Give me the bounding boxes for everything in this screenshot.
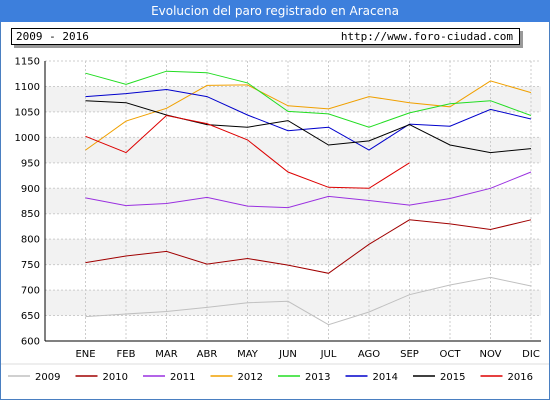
- x-tick-label: MAY: [237, 349, 259, 360]
- x-tick-label: AGO: [358, 349, 380, 360]
- series-line-2009: [85, 276, 532, 326]
- legend-label-2014: 2014: [373, 372, 398, 383]
- chart-title: Evolucion del paro registrado en Aracena: [0, 0, 550, 22]
- info-box: 2009 - 2016 http://www.foro-ciudad.com: [11, 28, 520, 45]
- series-line-2015: [85, 100, 532, 154]
- series-line-2010: [85, 219, 532, 274]
- legend-label-2011: 2011: [170, 372, 195, 383]
- series-line-2014: [85, 88, 532, 151]
- series-line-2013: [85, 70, 532, 128]
- y-tick-label: 1050: [15, 107, 40, 118]
- series-line-2016: [85, 114, 410, 189]
- y-tick-label: 700: [21, 286, 40, 297]
- y-tick-label: 650: [21, 311, 40, 322]
- x-tick-label: SEP: [400, 349, 419, 360]
- grid-band: [45, 137, 541, 163]
- x-tick-label: OCT: [440, 349, 462, 360]
- source-url: http://www.foro-ciudad.com: [340, 30, 513, 43]
- x-tick-label: MAR: [155, 349, 177, 360]
- y-tick-label: 800: [21, 235, 40, 246]
- y-tick-label: 1100: [15, 82, 40, 93]
- period-label: 2009 - 2016: [16, 30, 89, 43]
- legend-label-2013: 2013: [305, 372, 330, 383]
- legend-label-2010: 2010: [103, 372, 128, 383]
- x-tick-label: NOV: [479, 349, 501, 360]
- y-tick-label: 900: [21, 184, 40, 195]
- x-tick-label: JUN: [278, 349, 297, 360]
- series-line-2011: [85, 171, 532, 209]
- grid-band: [45, 290, 541, 316]
- x-tick-label: DIC: [522, 349, 540, 360]
- x-tick-label: JUL: [320, 349, 337, 360]
- grid-band: [45, 188, 541, 214]
- legend-label-2015: 2015: [440, 372, 465, 383]
- x-tick-label: ENE: [75, 349, 95, 360]
- y-tick-label: 600: [21, 337, 40, 348]
- legend-label-2012: 2012: [238, 372, 263, 383]
- y-tick-label: 1000: [15, 133, 40, 144]
- y-tick-label: 1150: [15, 57, 40, 68]
- y-tick-label: 750: [21, 260, 40, 271]
- grid-band: [45, 86, 541, 112]
- y-tick-label: 850: [21, 209, 40, 220]
- x-tick-label: ABR: [197, 349, 218, 360]
- grid-band: [45, 239, 541, 265]
- y-tick-label: 950: [21, 158, 40, 169]
- legend-label-2009: 2009: [35, 372, 60, 383]
- series-line-2012: [85, 80, 532, 151]
- x-tick-label: FEB: [117, 349, 136, 360]
- legend-label-2016: 2016: [508, 372, 533, 383]
